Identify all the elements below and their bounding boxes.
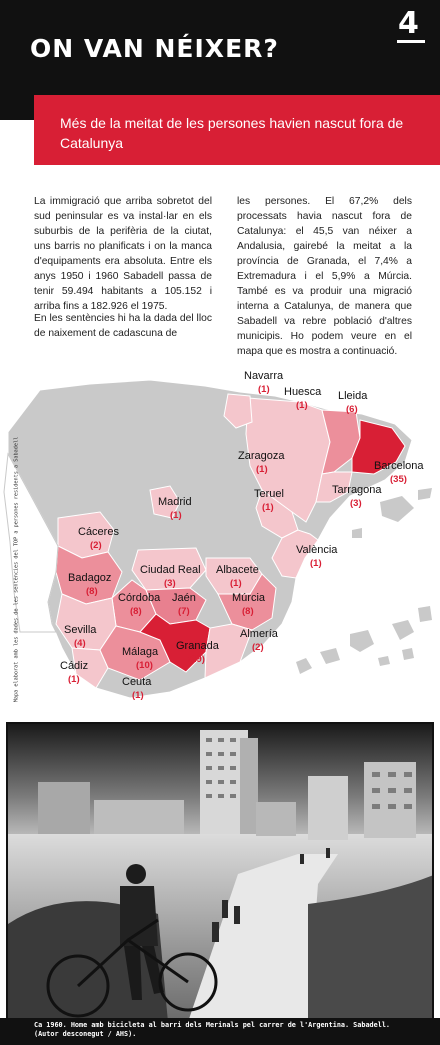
region-count-almeria: (2)	[252, 642, 264, 653]
region-count-murcia: (8)	[242, 606, 254, 617]
region-label-cordoba: Córdoba	[118, 592, 161, 604]
region-count-madrid: (1)	[170, 510, 182, 521]
region-count-caceres: (2)	[90, 540, 102, 551]
page-number-underline	[397, 40, 425, 43]
body-paragraph: En les sentències hi ha la dada del lloc…	[34, 313, 212, 339]
region-label-ciudad-real: Ciudad Real	[140, 564, 201, 576]
page-title: ON VAN NÉIXER?	[30, 34, 279, 63]
region-label-badagoz: Badagoz	[68, 572, 112, 584]
body-column-1: La immigració que arriba sobretot del su…	[34, 194, 212, 314]
map-ibiza	[352, 528, 362, 538]
map-region-barcelona	[351, 419, 406, 475]
map-mallorca	[380, 496, 414, 522]
region-label-albacete: Albacete	[216, 564, 259, 576]
body-paragraph: La immigració que arriba sobretot del su…	[34, 196, 212, 312]
historic-photo-illustration	[8, 724, 432, 1018]
region-count-navarra: (1)	[258, 384, 270, 395]
body-column-1b: En les sentències hi ha la dada del lloc…	[34, 311, 212, 341]
map-region-almeria	[204, 623, 253, 679]
spain-map: Navarra (1) Huesca (1) Lleida (6) Zarago…	[0, 362, 440, 712]
region-label-lleida: Lleida	[338, 390, 368, 402]
region-count-teruel: (1)	[262, 502, 274, 513]
historic-photo	[6, 722, 434, 1020]
region-label-cadiz: Cádiz	[60, 660, 89, 672]
region-label-granada: Granada	[176, 640, 219, 652]
region-label-huesca: Huesca	[284, 386, 322, 398]
region-count-granada: (29)	[188, 654, 205, 665]
body-paragraph: les persones. El 67,2% dels processats h…	[237, 196, 412, 357]
map-svg	[3, 379, 432, 699]
map-menorca	[418, 488, 432, 500]
photo-caption: Ca 1960. Home amb bicicleta al barri del…	[34, 1021, 391, 1038]
map-region-granada	[139, 613, 211, 673]
map-region-cadiz	[71, 647, 109, 689]
page-number: 4	[398, 6, 419, 41]
region-label-tarragona: Tarragona	[332, 484, 382, 496]
map-portugal	[3, 452, 59, 633]
region-label-barcelona: Barcelona	[374, 460, 424, 472]
map-region-lleida	[321, 409, 361, 475]
region-count-zaragoza: (1)	[256, 464, 268, 475]
body-column-2: les persones. El 67,2% dels processats h…	[237, 194, 412, 359]
region-count-tarragona: (3)	[350, 498, 362, 509]
region-label-almeria: Almería	[240, 628, 278, 640]
region-count-ciudad-real: (3)	[164, 578, 176, 589]
region-label-valencia: València	[296, 544, 338, 556]
region-count-lleida: (6)	[346, 404, 358, 415]
map-region-valencia	[271, 529, 319, 579]
region-count-ceuta: (1)	[132, 690, 144, 701]
caption-bar	[0, 1018, 440, 1045]
region-count-jaen: (7)	[178, 606, 190, 617]
region-label-sevilla: Sevilla	[64, 624, 97, 636]
region-count-albacete: (1)	[230, 578, 242, 589]
region-label-caceres: Cáceres	[78, 526, 119, 538]
region-count-sevilla: (4)	[74, 638, 86, 649]
region-label-malaga: Málaga	[122, 646, 159, 658]
subtitle-box	[34, 95, 440, 165]
region-label-madrid: Madrid	[158, 496, 192, 508]
map-region-tarragona	[315, 471, 353, 503]
subtitle: Més de la meitat de les persones havien …	[60, 115, 404, 151]
region-count-badagoz: (8)	[86, 586, 98, 597]
region-count-cordoba: (8)	[130, 606, 142, 617]
region-label-jaen: Jaén	[172, 592, 196, 604]
region-label-murcia: Múrcia	[232, 592, 266, 604]
region-label-zaragoza: Zaragoza	[238, 450, 285, 462]
region-label-teruel: Teruel	[254, 488, 284, 500]
region-count-huesca: (1)	[296, 400, 308, 411]
map-region-madrid	[149, 485, 181, 519]
region-label-ceuta: Ceuta	[122, 676, 152, 688]
region-label-navarra: Navarra	[244, 370, 284, 382]
region-count-cadiz: (1)	[68, 674, 80, 685]
region-count-valencia: (1)	[310, 558, 322, 569]
map-canary-islands	[296, 606, 432, 674]
map-source-note: Mapa elaborat amb les dades de les sentè…	[13, 436, 20, 703]
map-region-navarra	[223, 393, 253, 429]
region-count-malaga: (10)	[136, 660, 153, 671]
region-count-barcelona: (35)	[390, 474, 407, 485]
